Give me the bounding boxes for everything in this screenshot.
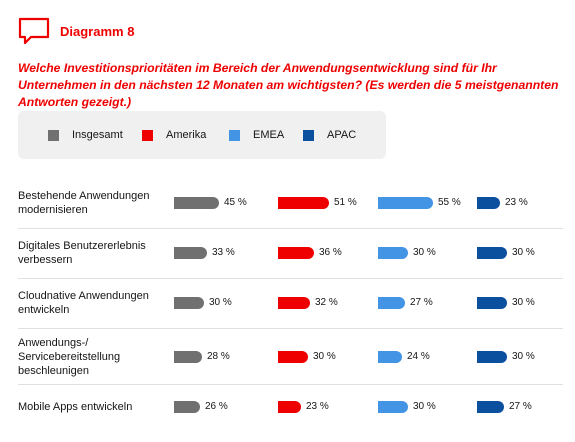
legend-label: APAC: [327, 129, 357, 141]
data-label: 30 %: [209, 297, 232, 308]
data-label: 45 %: [224, 197, 247, 208]
row-divider: [18, 278, 563, 279]
data-label: 23 %: [306, 401, 329, 412]
data-label: 30 %: [512, 247, 535, 258]
legend-item: Amerika: [142, 129, 206, 141]
legend-label: EMEA: [253, 129, 285, 141]
category-label: Anwendungs-/ Servicebereitstellung besch…: [18, 337, 121, 377]
bar: [477, 401, 504, 413]
data-label: 23 %: [505, 197, 528, 208]
bar: [378, 197, 433, 209]
bar: [378, 351, 402, 363]
chart-legend: Insgesamt Amerika EMEA APAC: [18, 111, 386, 159]
category-label: Bestehende Anwendungen modernisieren: [18, 190, 150, 216]
bar: [477, 351, 507, 363]
data-label: 26 %: [205, 401, 228, 412]
bar: [378, 247, 408, 259]
legend-label: Amerika: [166, 129, 207, 141]
legend-swatch: [142, 129, 153, 141]
bar: [174, 197, 219, 209]
legend-item: Insgesamt: [48, 129, 123, 141]
data-label: 28 %: [207, 351, 230, 362]
bar: [278, 401, 301, 413]
bar: [174, 247, 207, 259]
bar: [477, 197, 500, 209]
chart-question: Welche Investitionsprioritäten im Bereic…: [18, 61, 559, 109]
bar: [174, 401, 200, 413]
bar: [278, 197, 329, 209]
legend-swatch: [303, 129, 314, 141]
legend-item: APAC: [303, 129, 356, 141]
data-label: 30 %: [413, 247, 436, 258]
data-label: 30 %: [512, 351, 535, 362]
legend-swatch: [229, 129, 240, 141]
bar: [278, 297, 310, 309]
data-label: 33 %: [212, 247, 235, 258]
figure-title: Diagramm 8: [60, 23, 135, 39]
data-label: 30 %: [512, 297, 535, 308]
data-label: 32 %: [315, 297, 338, 308]
category-label: Mobile Apps entwickeln: [18, 401, 133, 413]
category-label: Cloudnative Anwendungen entwickeln: [18, 290, 149, 316]
bar: [477, 247, 507, 259]
legend-swatch: [48, 129, 59, 141]
legend-item: EMEA: [229, 129, 284, 141]
row-divider: [18, 228, 563, 229]
data-label: 30 %: [413, 401, 436, 412]
chat-bubble-icon: [18, 17, 50, 45]
bar: [174, 297, 204, 309]
data-label: 27 %: [509, 401, 532, 412]
data-label: 30 %: [313, 351, 336, 362]
bar: [278, 247, 314, 259]
data-label: 55 %: [438, 197, 461, 208]
data-label: 24 %: [407, 351, 430, 362]
row-divider: [18, 328, 563, 329]
bar: [378, 401, 408, 413]
data-label: 27 %: [410, 297, 433, 308]
bar: [278, 351, 308, 363]
category-label: Digitales Benutzererlebnis verbessern: [18, 240, 146, 266]
data-label: 51 %: [334, 197, 357, 208]
bar: [378, 297, 405, 309]
legend-label: Insgesamt: [72, 129, 123, 141]
bar: [174, 351, 202, 363]
row-divider: [18, 384, 563, 385]
figure-header: Diagramm 8: [18, 17, 134, 45]
data-label: 36 %: [319, 247, 342, 258]
bar: [477, 297, 507, 309]
